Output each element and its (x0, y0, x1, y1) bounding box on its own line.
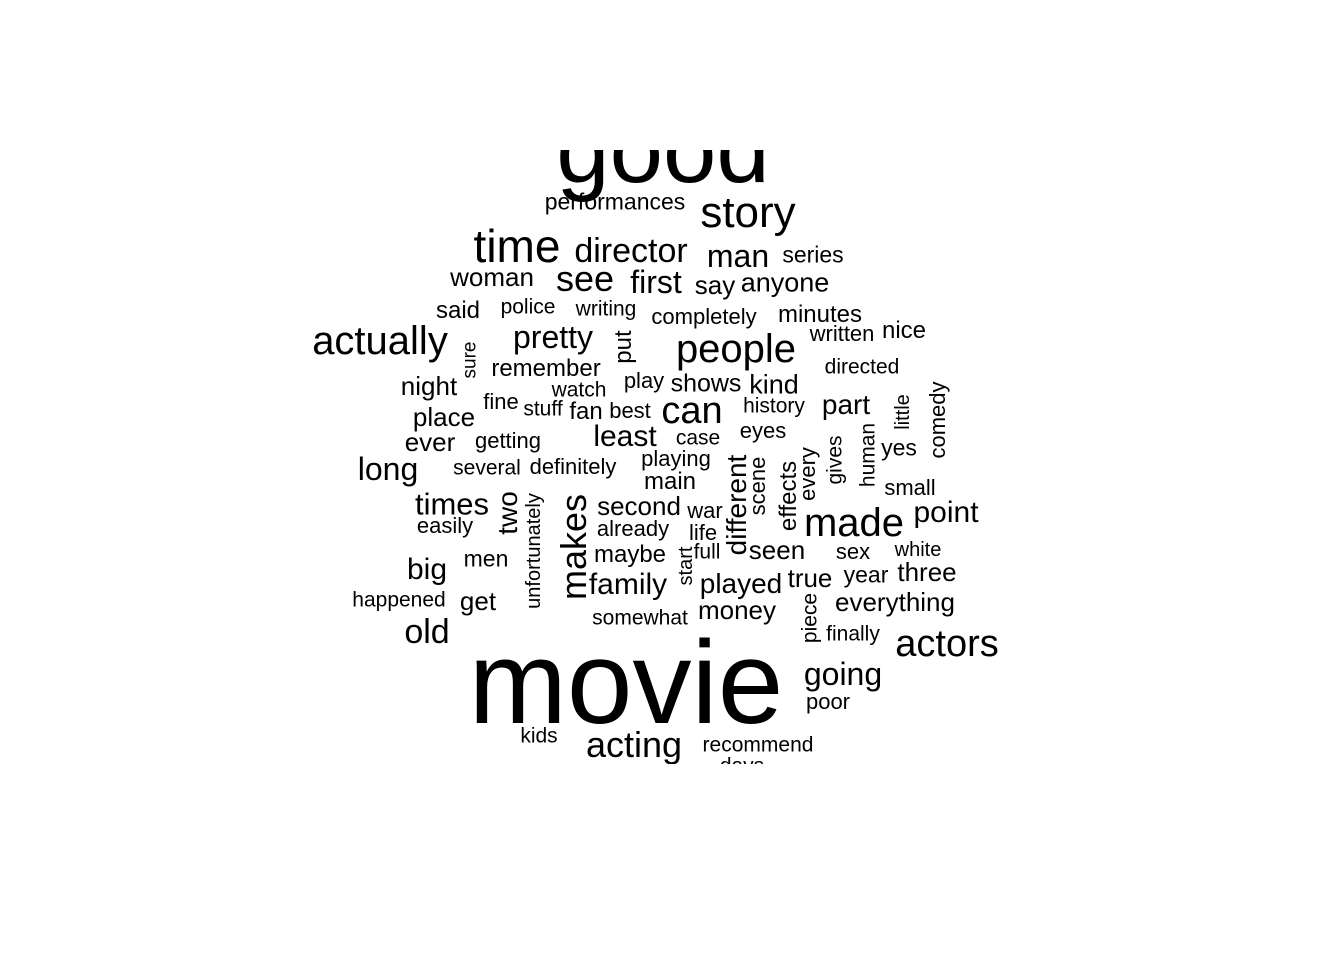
word-already: already (596, 516, 670, 541)
word-easily: easily (416, 513, 474, 538)
word-part: part (821, 389, 871, 420)
word-cloud-canvas: good movie story performances time director ma… (0, 150, 1344, 764)
word-sex: sex (835, 539, 871, 564)
word-best: best (609, 398, 651, 423)
word-people: people (675, 327, 797, 371)
word-point: point (913, 496, 979, 529)
word-kind: kind (749, 369, 799, 400)
word-true: true (787, 563, 833, 593)
word-kids: kids (520, 724, 558, 748)
word-get: get (459, 586, 497, 616)
word-writing: writing (575, 297, 637, 321)
word-second: second (597, 491, 681, 521)
word-war: war (687, 498, 723, 523)
word-days: days (720, 756, 764, 765)
word-year: year (843, 561, 889, 588)
word-said: said (435, 297, 481, 324)
word-least: least (593, 420, 657, 453)
word-completely: completely (651, 304, 757, 329)
word-performances: performances (544, 188, 686, 215)
word-anyone: anyone (740, 267, 830, 298)
word-maybe: maybe (593, 541, 667, 568)
word-night: night (400, 371, 458, 401)
word-old: old (404, 613, 450, 651)
word-put: put (610, 330, 637, 364)
word-gives: gives (823, 435, 847, 485)
word-somewhat: somewhat (592, 606, 688, 630)
word-recommend: recommend (702, 733, 814, 757)
word-playing: playing (641, 446, 711, 471)
word-finally: finally (826, 622, 880, 646)
word-ever: ever (404, 427, 456, 457)
word-poor: poor (805, 689, 851, 714)
word-white: white (894, 539, 942, 561)
word-actually: actually (312, 319, 448, 363)
word-little: little (892, 394, 914, 430)
word-going: going (803, 656, 883, 692)
word-written: written (809, 321, 875, 346)
word-actors: actors (895, 623, 999, 665)
word-man: man (706, 238, 770, 274)
word-seen: seen (748, 535, 806, 565)
word-nice: nice (881, 317, 927, 344)
word-happened: happened (352, 588, 446, 612)
word-minutes: minutes (777, 301, 863, 328)
word-fine: fine (483, 389, 519, 414)
word-say: say (694, 270, 736, 300)
word-different: different (721, 454, 752, 556)
word-long: long (357, 451, 419, 487)
word-case: case (675, 426, 721, 450)
word-remember: remember (491, 355, 601, 382)
word-story: story (700, 188, 796, 237)
word-unfortunately: unfortunately (523, 493, 545, 609)
word-yes: yes (881, 434, 917, 461)
word-shows: shows (670, 369, 742, 398)
word-definitely: definitely (529, 454, 617, 479)
word-place: place (412, 402, 476, 432)
word-good: good (556, 150, 770, 198)
word-three: three (897, 557, 957, 587)
word-full: full (693, 540, 721, 564)
word-pretty: pretty (512, 319, 594, 355)
word-family: family (588, 568, 668, 601)
word-small: small (884, 475, 936, 500)
word-movie: movie (468, 617, 784, 749)
word-eyes: eyes (739, 418, 787, 443)
word-watch: watch (551, 378, 607, 402)
word-time: time (473, 220, 561, 272)
word-everything: everything (835, 587, 955, 617)
word-comedy: comedy (925, 381, 950, 459)
word-getting: getting (474, 428, 542, 453)
word-play: play (623, 368, 665, 393)
word-makes: makes (553, 493, 594, 601)
word-human: human (856, 422, 880, 488)
word-played: played (699, 568, 783, 599)
word-piece: piece (798, 592, 822, 644)
word-stuff: stuff (523, 397, 563, 421)
word-police: police (500, 295, 556, 319)
word-series: series (782, 241, 844, 268)
word-see: see (555, 258, 615, 299)
word-director: director (574, 232, 688, 270)
word-woman: woman (450, 262, 534, 292)
word-first: first (630, 264, 682, 300)
word-life: life (688, 520, 718, 545)
word-money: money (697, 595, 777, 625)
word-made: made (803, 501, 905, 545)
word-two: two (492, 491, 523, 535)
word-history: history (743, 394, 805, 418)
word-directed: directed (824, 355, 900, 379)
word-men: men (463, 545, 509, 572)
word-fan: fan (569, 398, 603, 425)
word-acting: acting (585, 724, 683, 764)
word-sure: sure (459, 341, 481, 379)
word-several: several (453, 456, 521, 480)
word-effects: effects (775, 460, 802, 532)
word-times: times (414, 486, 490, 522)
word-big: big (406, 553, 448, 586)
word-can: can (661, 390, 723, 432)
word-main: main (643, 468, 697, 495)
